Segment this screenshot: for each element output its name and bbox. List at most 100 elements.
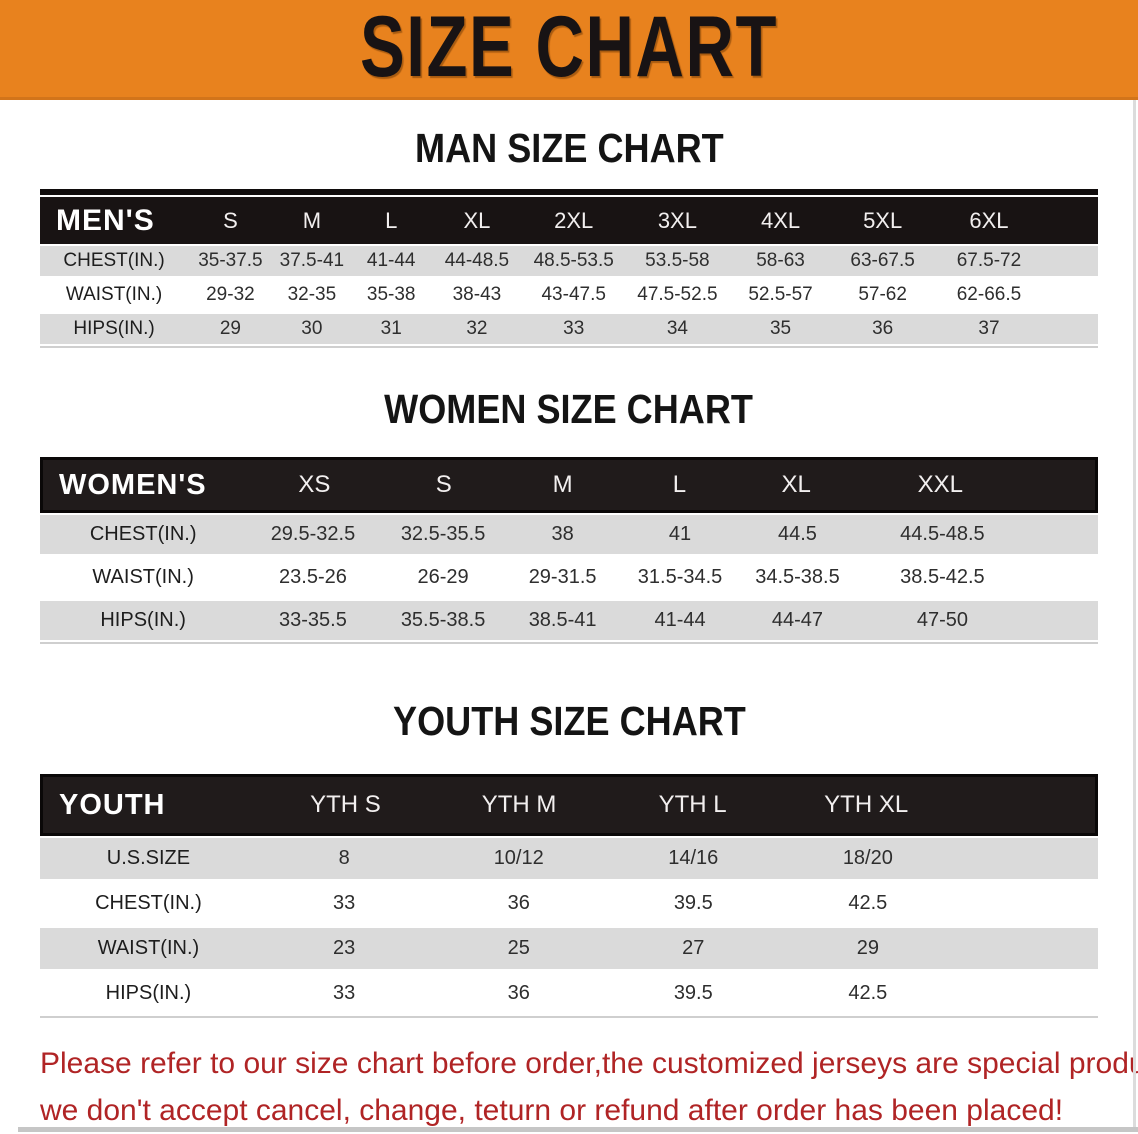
women-cell: 41-44	[654, 609, 706, 631]
women-cell: XS	[298, 471, 331, 498]
women-cell: 38.5-41	[528, 609, 597, 631]
women-data-row: CHEST(IN.) 29.5-32.5 32.5-35.5 38 41 44.5 44.5…	[40, 513, 1098, 556]
women-cell: 32.5-35.5	[400, 523, 486, 545]
men-cell: 41-44	[366, 250, 416, 271]
women-cell: 29-31.5	[528, 566, 597, 588]
youth-row-label: HIPS(IN.)	[105, 982, 192, 1004]
men-cell: 36	[872, 318, 894, 339]
women-row-label: CHEST(IN.)	[89, 523, 197, 545]
men-cell: L	[385, 207, 398, 233]
men-cell: 6XL	[969, 207, 1009, 233]
men-cell: 63-67.5	[850, 250, 915, 271]
youth-cell: YTH L	[658, 791, 727, 818]
men-cell: 53.5-58	[645, 250, 710, 271]
men-cell: 47.5-52.5	[637, 284, 718, 305]
youth-data-row: CHEST(IN.) 33 36 39.5 42.5	[40, 881, 1098, 926]
women-cell: 41	[668, 523, 692, 545]
men-section-heading-text: MAN SIZE CHART	[414, 125, 724, 171]
youth-cell: 29	[856, 937, 879, 959]
women-cell: 38.5-42.5	[900, 566, 985, 588]
men-cell: XL	[463, 207, 491, 233]
youth-cell: YTH M	[481, 791, 557, 818]
right-edge-line	[1133, 100, 1136, 1132]
women-cell: 38	[551, 523, 574, 545]
women-cell: XXL	[917, 471, 963, 498]
men-table-top-rule	[40, 189, 1098, 195]
youth-cell: 25	[507, 937, 530, 959]
men-cell: 32	[466, 318, 488, 339]
women-cell: 31.5-34.5	[637, 566, 723, 588]
women-cell: 44.5-48.5	[900, 523, 985, 545]
women-table-body: WOMEN'S XS S M L XL XXL CHEST(IN.) 29.5-32.5 32.5…	[40, 457, 1098, 642]
women-section-heading-text: WOMEN SIZE CHART	[384, 386, 754, 432]
youth-cell: 14/16	[668, 847, 719, 869]
youth-cell: 10/12	[493, 847, 544, 869]
men-data-row: CHEST(IN.) 35-37.5 37.5-41 41-44 44-48.5 48.5…	[40, 244, 1098, 278]
men-cell: 57-62	[858, 284, 907, 305]
women-size-table: WOMEN'S XS S M L XL XXL CHEST(IN.) 29.5-32.5 32.5…	[40, 457, 1098, 644]
youth-size-table: YOUTH YTH S YTH M YTH L YTH XL U.S.SIZE 8 10/12…	[40, 774, 1098, 1018]
men-cell: 30	[301, 318, 323, 339]
women-cell: 35.5-38.5	[400, 609, 486, 631]
men-cell: 3XL	[657, 207, 697, 233]
youth-header-row: YOUTH YTH S YTH M YTH L YTH XL	[40, 774, 1098, 836]
women-cell: S	[435, 471, 452, 498]
youth-cell: 33	[333, 892, 356, 914]
men-cell: 44-48.5	[444, 250, 510, 271]
youth-data-row: WAIST(IN.) 23 25 27 29	[40, 926, 1098, 971]
youth-cell: 42.5	[848, 892, 888, 914]
men-row-label: HIPS(IN.)	[73, 318, 155, 339]
men-cell: 35-37.5	[198, 250, 263, 271]
men-cell: 2XL	[554, 207, 594, 233]
youth-cell: 23	[333, 937, 356, 959]
women-cell: 26-29	[417, 566, 469, 588]
men-cell: 38-43	[452, 284, 502, 305]
youth-row-label: YOUTH	[59, 788, 166, 821]
men-cell: 37	[978, 318, 1000, 339]
banner-title: SIZE CHART	[359, 0, 779, 95]
men-section-heading: MAN SIZE CHART	[0, 125, 1138, 171]
men-cell: 35	[769, 318, 792, 339]
youth-cell: 39.5	[673, 982, 713, 1004]
women-row-label: WAIST(IN.)	[92, 566, 194, 588]
men-cell: 35-38	[366, 284, 416, 305]
disclaimer-note: Please refer to our size chart before or…	[40, 1040, 1138, 1134]
men-data-row: HIPS(IN.) 29 30 31 32 33 34 35 36 37	[40, 312, 1098, 346]
women-cell: 33-35.5	[279, 609, 347, 631]
women-cell: M	[552, 471, 573, 498]
men-cell: 43-47.5	[541, 284, 606, 305]
women-data-row: HIPS(IN.) 33-35.5 35.5-38.5 38.5-41 41-44 44-…	[40, 599, 1098, 642]
youth-cell: 8	[338, 847, 350, 869]
men-cell: 29-32	[206, 284, 255, 305]
youth-row-label: WAIST(IN.)	[97, 937, 200, 959]
youth-cell: 36	[507, 892, 530, 914]
women-cell: 47-50	[916, 609, 968, 631]
women-cell: 29.5-32.5	[270, 523, 356, 545]
men-row-label: WAIST(IN.)	[65, 284, 163, 305]
women-cell: 23.5-26	[279, 566, 347, 588]
youth-section-heading-text: YOUTH SIZE CHART	[392, 698, 746, 744]
youth-cell: YTH XL	[824, 791, 909, 818]
men-cell: 31	[380, 318, 402, 339]
women-cell: L	[672, 471, 687, 498]
women-row-label: HIPS(IN.)	[100, 609, 186, 631]
youth-cell: 39.5	[673, 892, 713, 914]
youth-row-label: CHEST(IN.)	[95, 892, 202, 914]
youth-cell: 36	[507, 982, 530, 1004]
women-section-heading: WOMEN SIZE CHART	[0, 386, 1138, 432]
youth-row-label: U.S.SIZE	[106, 847, 191, 869]
men-table-body: MEN'S S M L XL 2XL 3XL 4XL 5XL 6XL CHEST(IN.) 35-37…	[40, 197, 1098, 346]
women-cell: 44.5	[778, 523, 817, 545]
youth-data-row: HIPS(IN.) 33 36 39.5 42.5	[40, 971, 1098, 1016]
women-header-row: WOMEN'S XS S M L XL XXL	[40, 457, 1098, 513]
men-cell: 67.5-72	[956, 250, 1022, 271]
youth-cell: 33	[333, 982, 356, 1004]
youth-cell: YTH S	[310, 791, 381, 818]
men-cell: 37.5-41	[279, 250, 345, 271]
men-cell: 32-35	[287, 284, 337, 305]
youth-section-heading: YOUTH SIZE CHART	[0, 698, 1138, 744]
size-chart-banner: SIZE CHART	[0, 0, 1138, 100]
disclaimer-line-2: we don't accept cancel, change, teturn o…	[40, 1094, 1064, 1127]
men-cell: 52.5-57	[748, 284, 813, 305]
men-cell: M	[302, 207, 322, 233]
